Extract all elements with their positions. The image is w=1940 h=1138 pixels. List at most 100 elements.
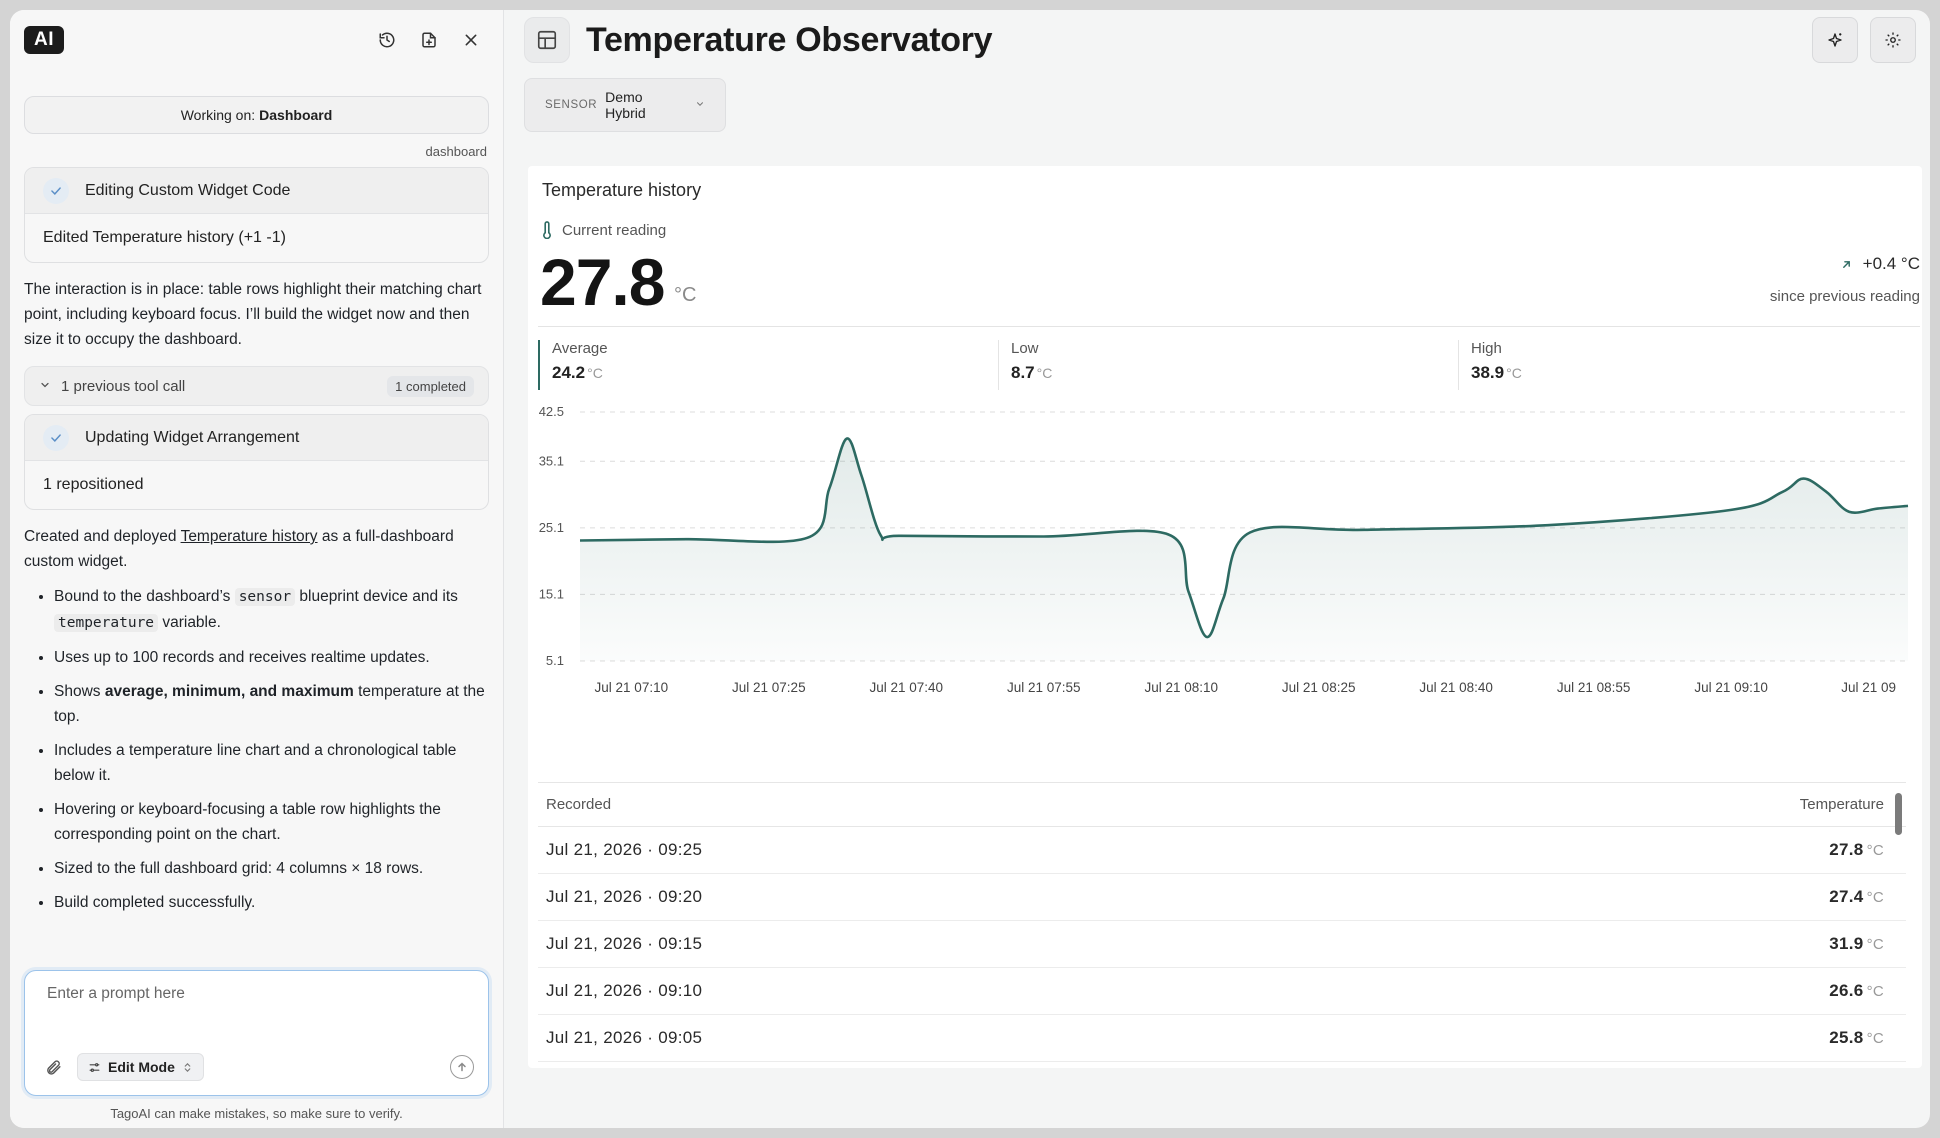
row-value: 25.8 — [1829, 1028, 1864, 1047]
sensor-selector[interactable]: SENSOR Demo Hybrid — [524, 78, 726, 132]
new-chat-icon[interactable] — [415, 26, 443, 54]
column-recorded: Recorded — [546, 796, 612, 813]
row-value: 27.8 — [1829, 840, 1864, 859]
previous-tool-calls-label: 1 previous tool call — [61, 377, 186, 395]
row-temperature: 26.6 °C — [1829, 981, 1884, 1001]
edit-mode-label: Edit Mode — [108, 1059, 175, 1075]
completed-badge: 1 completed — [387, 375, 474, 397]
y-tick-label: 42.5 — [539, 404, 564, 419]
prompt-composer: Edit Mode — [24, 970, 489, 1096]
message-text: as a full-dashboard custom widget. — [24, 528, 454, 570]
assistant-message: The interaction is in place: table rows … — [24, 281, 482, 348]
conversation: Working on: Dashboard dashboard Editing … — [24, 96, 489, 958]
table-row[interactable]: Jul 21, 2026 · 09:15 31.9 °C — [538, 921, 1906, 968]
working-on-target: Dashboard — [259, 107, 333, 123]
widget-title: Temperature history — [542, 180, 702, 200]
row-temperature: 27.4 °C — [1829, 887, 1884, 907]
y-tick-label: 35.1 — [539, 453, 564, 468]
dashboard-header: Temperature Observatory — [504, 10, 1930, 70]
stat-low: Low 8.7 °C — [998, 340, 1052, 390]
table-row[interactable]: Jul 21, 2026 · 09:20 27.4 °C — [538, 874, 1906, 921]
y-tick-label: 25.1 — [539, 520, 564, 535]
row-temperature: 25.8 °C — [1829, 1028, 1884, 1048]
row-unit: °C — [1866, 842, 1884, 859]
x-tick-label: Jul 21 07:25 — [732, 680, 806, 695]
ai-sparkle-button[interactable] — [1812, 17, 1858, 63]
attach-icon[interactable] — [39, 1053, 67, 1081]
scrollbar[interactable] — [1895, 793, 1902, 835]
delta-text: +0.4 °C — [1862, 254, 1920, 273]
series-line[interactable] — [579, 437, 1909, 639]
dashboard: Temperature Observatory SENSOR Demo Hybr… — [504, 10, 1930, 1128]
y-tick-label: 5.1 — [546, 653, 564, 668]
chevron-updown-icon — [184, 1062, 191, 1072]
list-text: Shows — [54, 683, 105, 700]
stat-label: High — [1471, 340, 1502, 357]
stat-number: 38.9 — [1471, 363, 1505, 382]
context-tag: dashboard — [425, 144, 487, 159]
row-unit: °C — [1866, 1030, 1884, 1047]
layout-icon[interactable] — [524, 17, 570, 63]
chevron-down-icon — [695, 99, 705, 112]
stat-label: Average — [552, 340, 608, 357]
list-item: Includes a temperature line chart and a … — [54, 738, 489, 788]
list-text: blueprint device and its — [295, 588, 458, 605]
assistant-message: Created and deployed Temperature history… — [24, 524, 489, 574]
settings-button[interactable] — [1870, 17, 1916, 63]
tool-call-result: 1 repositioned — [43, 476, 144, 493]
current-reading-label: Current reading — [542, 221, 666, 239]
arrow-up-right-icon — [1842, 260, 1850, 268]
sensor-label: SENSOR — [545, 99, 598, 111]
list-item: Build completed successfully. — [54, 890, 489, 915]
list-item: Uses up to 100 records and receives real… — [54, 645, 489, 670]
table-row[interactable]: Jul 21, 2026 · 09:25 27.8 °C — [538, 827, 1906, 874]
page-title: Temperature Observatory — [586, 20, 993, 59]
send-button[interactable] — [450, 1055, 474, 1079]
widget-link[interactable]: Temperature history — [180, 528, 318, 545]
list-text: Bound to the dashboard’s — [54, 588, 235, 605]
previous-tool-calls-toggle[interactable]: 1 previous tool call 1 completed — [24, 366, 489, 406]
series-area — [580, 438, 1908, 661]
delta-caption: since previous reading — [1769, 288, 1920, 305]
row-unit: °C — [1866, 936, 1884, 953]
current-reading-text: Current reading — [562, 221, 667, 239]
x-tick-label: Jul 21 08:40 — [1419, 680, 1493, 695]
ai-panel-header: AI — [10, 10, 503, 70]
ai-logo: AI — [24, 26, 64, 54]
history-icon[interactable] — [373, 26, 401, 54]
x-tick-label: Jul 21 08:25 — [1282, 680, 1356, 695]
tool-call-card[interactable]: Updating Widget Arrangement 1 reposition… — [24, 414, 489, 510]
edit-mode-select[interactable]: Edit Mode — [77, 1053, 204, 1081]
working-on-prefix: Working on: — [180, 107, 256, 123]
list-item: Sized to the full dashboard grid: 4 colu… — [54, 856, 489, 881]
readings-table: Recorded Temperature Jul 21, 2026 · 09:2… — [538, 782, 1906, 1068]
stat-high: High 38.9 °C — [1458, 340, 1522, 390]
list-item: Shows average, minimum, and maximum temp… — [54, 679, 489, 729]
stat-value: 38.9 °C — [1471, 363, 1522, 383]
stat-label: Low — [1011, 340, 1039, 357]
stat-average: Average 24.2 °C — [538, 340, 608, 390]
row-temperature: 27.8 °C — [1829, 840, 1884, 860]
prompt-input[interactable] — [25, 971, 488, 1017]
stat-unit: °C — [1036, 365, 1053, 381]
ai-assistant-panel: AI Working on: Dashboard dashboard — [10, 10, 504, 1128]
table-row[interactable]: Jul 21, 2026 · 09:05 25.8 °C — [538, 1015, 1906, 1062]
row-time: Jul 21, 2026 · 09:15 — [546, 934, 703, 953]
code-temperature: temperature — [54, 614, 159, 632]
table-row[interactable]: Jul 21, 2026 · 09:10 26.6 °C — [538, 968, 1906, 1015]
temperature-line-chart[interactable]: 42.5 35.1 25.1 15.1 5.1 Jul 21 07:10 Jul 21 07… — [528, 402, 1922, 782]
summary-list: Bound to the dashboard’s sensor blueprin… — [54, 584, 489, 915]
sensor-value: Demo Hybrid — [605, 89, 646, 121]
list-text: variable. — [158, 614, 221, 631]
working-on-pill[interactable]: Working on: Dashboard — [24, 96, 489, 134]
list-text: temperature at the top. — [54, 683, 485, 725]
tool-call-result: Edited Temperature history (+1 -1) — [43, 229, 286, 246]
sparkle-icon — [1828, 33, 1842, 47]
tool-call-card[interactable]: Editing Custom Widget Code Edited Temper… — [24, 167, 489, 263]
x-tick-label: Jul 21 07:40 — [869, 680, 943, 695]
close-icon[interactable] — [457, 26, 485, 54]
chevron-down-icon — [39, 379, 51, 394]
x-tick-label: Jul 21 07:55 — [1007, 680, 1081, 695]
row-value: 26.6 — [1829, 981, 1864, 1000]
stat-number: 24.2 — [552, 363, 586, 382]
